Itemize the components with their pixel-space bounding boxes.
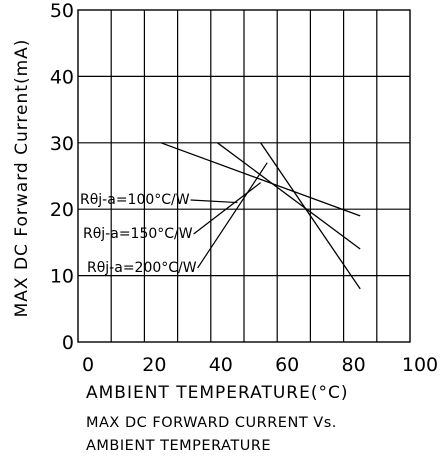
- annotation-pointer-line: [193, 182, 261, 235]
- x-tick-label: 20: [142, 354, 166, 376]
- x-tick-label: 40: [209, 354, 233, 376]
- annotation-labels: Rθj-a=100°C/W Rθj-a=150°C/W Rθj-a=200°C/W: [80, 192, 197, 276]
- series-annotation-label: Rθj-a=150°C/W: [83, 226, 193, 242]
- plot-frame: [77, 9, 411, 343]
- series-annotation-label: Rθj-a=200°C/W: [87, 260, 197, 276]
- series-line-1: [160, 142, 361, 217]
- annotation-pointers: [190, 162, 268, 269]
- chart-caption-line-2: AMBIENT TEMPERATURE: [86, 438, 271, 454]
- x-axis-label: AMBIENT TEMPERATURE(°C): [86, 383, 348, 403]
- x-tick-label: 0: [82, 354, 94, 376]
- x-tick-label: 80: [342, 354, 366, 376]
- x-tick-label: 60: [275, 354, 299, 376]
- series-annotation-label: Rθj-a=100°C/W: [80, 192, 190, 208]
- y-tick-label: 50: [50, 0, 74, 22]
- tick-labels: 0 10 20 30 40 50 0 20 40 60 80 100: [50, 0, 438, 376]
- series-line-3: [260, 142, 361, 290]
- series-line-2: [217, 142, 361, 250]
- x-tick-label: 100: [402, 354, 438, 376]
- y-tick-label: 30: [50, 133, 74, 155]
- series-lines: [160, 142, 361, 290]
- y-tick-label: 40: [50, 66, 74, 88]
- y-tick-label: 20: [50, 199, 74, 221]
- annotation-pointer-line: [190, 199, 238, 204]
- y-axis-label: MAX DC Forward Current(mA): [12, 39, 32, 318]
- grid: [78, 10, 410, 342]
- annotation-pointer-line: [197, 162, 268, 269]
- y-tick-label: 0: [62, 332, 74, 354]
- y-tick-label: 10: [50, 266, 74, 288]
- chart-caption-line-1: MAX DC FORWARD CURRENT Vs.: [86, 415, 337, 431]
